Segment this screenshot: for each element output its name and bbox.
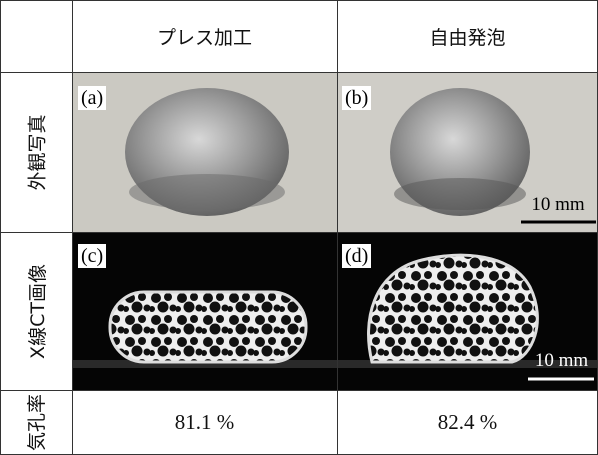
border xyxy=(0,0,1,455)
border xyxy=(0,72,598,73)
ct-sample xyxy=(108,290,308,364)
panel-label: (c) xyxy=(78,244,107,268)
border xyxy=(0,0,598,1)
border xyxy=(0,390,598,391)
porosity: 81.1 % xyxy=(174,410,235,434)
sample-shade xyxy=(129,174,285,210)
panel-label: (b) xyxy=(342,86,372,110)
ct-sample xyxy=(367,253,539,364)
row-header: 外観写真 xyxy=(0,72,72,232)
row-label: 気孔率 xyxy=(26,393,49,452)
border xyxy=(72,0,73,455)
panel-label: (a) xyxy=(78,86,107,110)
row-header: X線CT画像 xyxy=(0,232,72,390)
ct-floor xyxy=(72,360,598,368)
row-label: X線CT画像 xyxy=(26,263,49,359)
border xyxy=(337,0,338,455)
sample-shade xyxy=(394,178,526,210)
row-header: 気孔率 xyxy=(0,390,72,455)
panel-label: (d) xyxy=(342,244,372,268)
column-header: プレス加工 xyxy=(156,26,252,49)
images xyxy=(72,72,598,390)
column-header: 自由発泡 xyxy=(429,26,506,49)
scale-label: 10 mm xyxy=(534,350,589,371)
border xyxy=(0,232,598,233)
porosity: 82.4 % xyxy=(437,410,498,434)
row-label: 外観写真 xyxy=(26,113,49,191)
scale-label: 10 mm xyxy=(531,194,585,215)
